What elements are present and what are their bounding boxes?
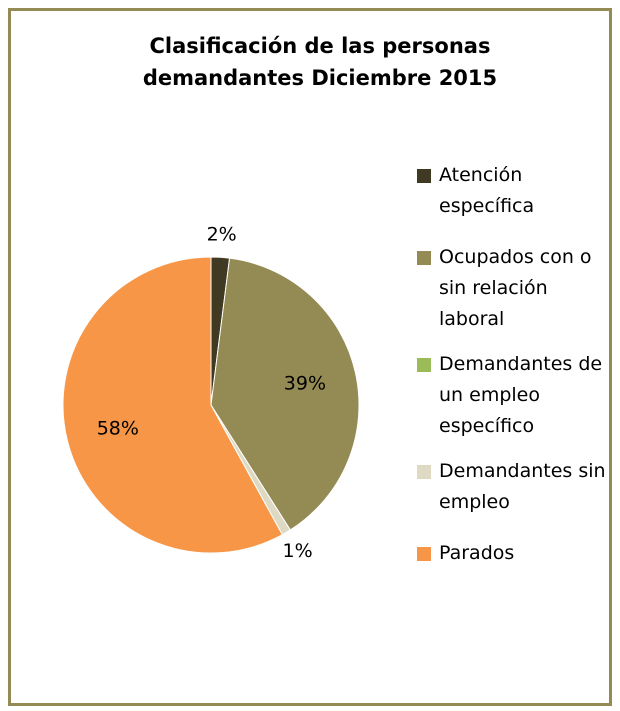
legend-swatch bbox=[417, 547, 431, 561]
legend-label: Ocupados con o sin relación laboral bbox=[439, 246, 592, 330]
legend-label: Parados bbox=[439, 542, 515, 564]
legend-swatch bbox=[417, 358, 431, 372]
legend-item: Demandantes de un empleo específico bbox=[417, 349, 607, 442]
legend-label: Demandantes de un empleo específico bbox=[439, 353, 603, 437]
data-label: 39% bbox=[284, 373, 326, 395]
legend-item: Ocupados con o sin relación laboral bbox=[417, 242, 607, 335]
legend-swatch bbox=[417, 251, 431, 265]
data-label: 58% bbox=[97, 417, 139, 439]
legend-swatch bbox=[417, 169, 431, 183]
legend-item: Demandantes sin empleo bbox=[417, 456, 607, 518]
legend-swatch bbox=[417, 465, 431, 479]
data-label: 1% bbox=[283, 540, 313, 562]
legend-item: Parados bbox=[417, 538, 607, 569]
legend: Atención específica Ocupados con o sin re… bbox=[417, 160, 607, 569]
chart-title: Clasificación de las personas demandante… bbox=[142, 34, 498, 90]
legend-item: Atención específica bbox=[417, 160, 607, 222]
pie-slice bbox=[62, 256, 283, 554]
legend-label: Demandantes sin empleo bbox=[439, 460, 606, 513]
pie-slice bbox=[210, 257, 360, 531]
data-label: 2% bbox=[207, 224, 237, 246]
legend-label: Atención específica bbox=[439, 164, 535, 217]
